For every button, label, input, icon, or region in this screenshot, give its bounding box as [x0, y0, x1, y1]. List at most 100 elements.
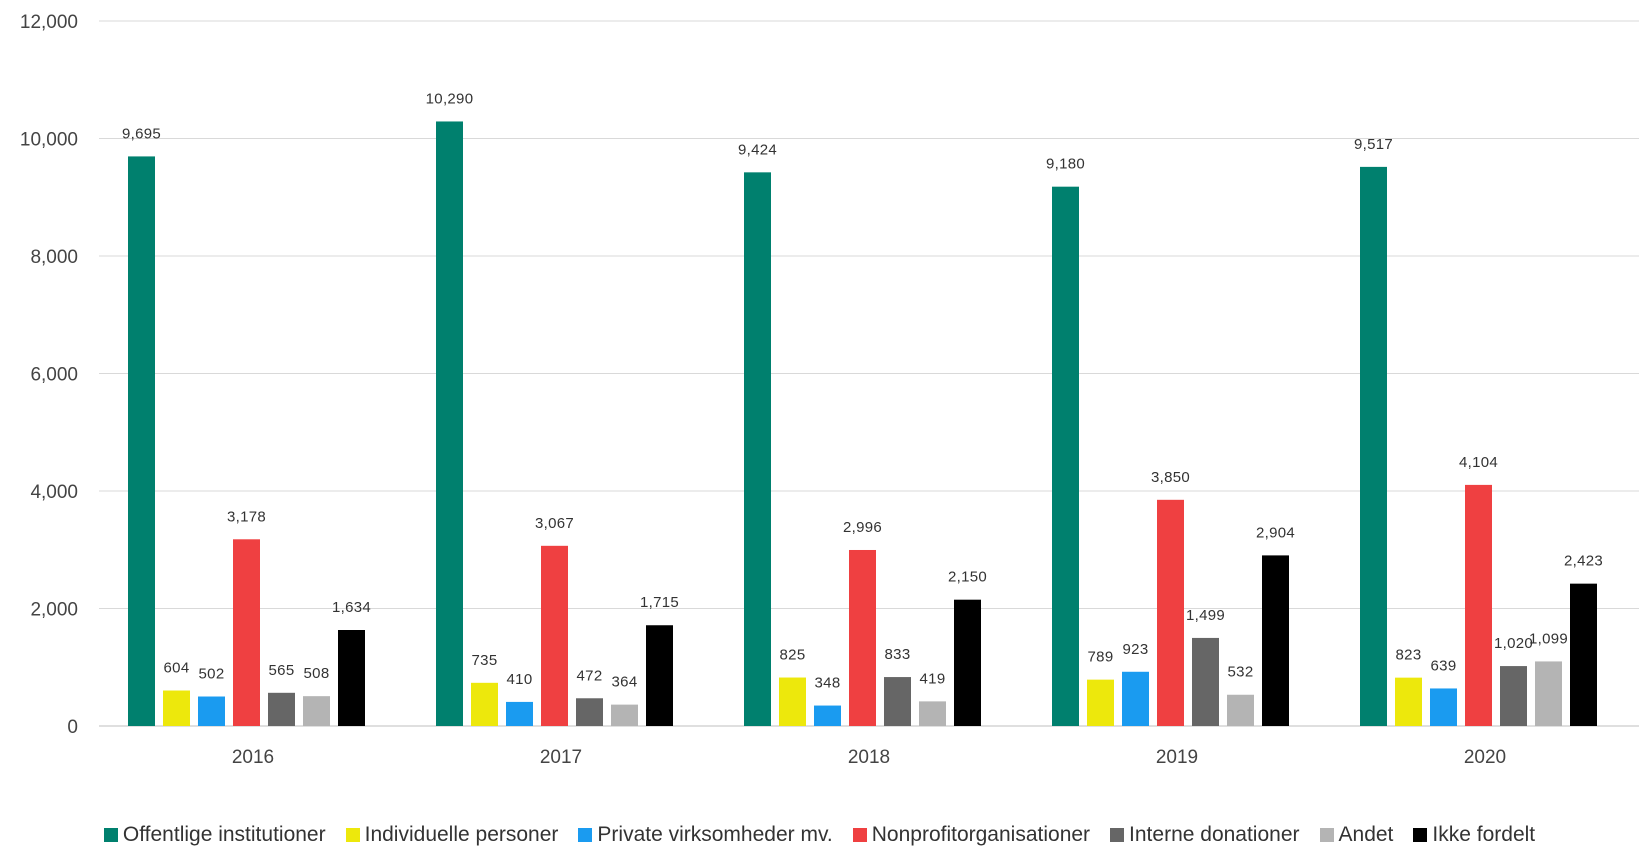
legend-item: Andet [1319, 823, 1394, 847]
data-label: 2,423 [1564, 553, 1603, 570]
legend-item: Interne donationer [1110, 823, 1300, 847]
data-label: 3,850 [1151, 469, 1190, 486]
bar [198, 696, 225, 726]
data-label: 502 [199, 666, 225, 683]
bar [436, 121, 463, 726]
bar [744, 172, 771, 727]
data-label: 9,695 [122, 125, 161, 142]
legend-swatch [1413, 828, 1428, 842]
legend-swatch [103, 828, 118, 842]
bar [646, 625, 673, 726]
bar [163, 690, 190, 726]
y-tick-label: 2,000 [30, 600, 78, 621]
bar-chart: 0 2,000 4,000 6,000 8,000 10,000 12,000 2016 9,6… [20, 12, 1639, 768]
data-label: 9,424 [738, 141, 777, 158]
data-label: 410 [507, 671, 533, 688]
bar [1262, 555, 1289, 726]
legend-label: Private virksomheder mv. [597, 823, 833, 846]
data-label: 9,180 [1046, 156, 1085, 173]
data-label: 639 [1431, 657, 1457, 674]
bar [1192, 637, 1219, 726]
y-tick-label: 12,000 [20, 12, 78, 33]
bar [1360, 166, 1387, 727]
data-label: 1,020 [1494, 635, 1533, 652]
data-label: 1,099 [1529, 630, 1568, 647]
bar [471, 682, 498, 726]
chart-legend: Offentlige institutioner Individuelle per… [0, 818, 1639, 852]
data-label: 419 [920, 670, 946, 687]
data-label: 1,634 [332, 599, 371, 616]
legend-label: Nonprofitorganisationer [871, 823, 1091, 846]
bar [884, 677, 911, 726]
x-tick-label: 2016 [232, 747, 274, 768]
bar [338, 630, 365, 726]
data-label: 348 [815, 675, 841, 692]
data-label: 789 [1088, 649, 1114, 666]
bar [1535, 661, 1562, 726]
bar [919, 701, 946, 726]
y-tick-label: 0 [67, 717, 78, 738]
bar [303, 696, 330, 726]
data-label: 472 [577, 667, 603, 684]
legend-swatch [852, 828, 867, 842]
x-tick-label: 2019 [1156, 747, 1198, 768]
data-label: 2,904 [1256, 524, 1295, 541]
data-label: 823 [1396, 647, 1422, 664]
bar [233, 539, 260, 726]
bar [1570, 583, 1597, 726]
bar [1052, 186, 1079, 727]
legend-label: Ikke fordelt [1432, 823, 1536, 846]
y-tick-label: 10,000 [20, 130, 78, 151]
legend-item: Individuelle personer [345, 823, 559, 847]
bar [128, 156, 155, 726]
x-tick-label: 2018 [848, 747, 890, 768]
data-label: 364 [612, 674, 638, 691]
legend-swatch [1110, 828, 1125, 842]
data-label: 565 [269, 662, 295, 679]
legend-item: Private virksomheder mv. [578, 823, 833, 847]
data-label: 1,715 [640, 594, 679, 611]
legend-swatch [578, 828, 593, 842]
bar [576, 698, 603, 726]
data-label: 833 [885, 646, 911, 663]
legend-label: Individuelle personer [364, 823, 559, 846]
data-label: 825 [780, 647, 806, 664]
bar [814, 705, 841, 726]
bar [1157, 499, 1184, 726]
y-tick-label: 8,000 [30, 247, 78, 268]
bar [779, 677, 806, 726]
legend-item: Ikke fordelt [1413, 823, 1535, 847]
bar [1395, 677, 1422, 726]
bar [1227, 694, 1254, 726]
y-tick-label: 6,000 [30, 365, 78, 386]
data-label: 3,067 [535, 515, 574, 532]
x-tick-label: 2017 [540, 747, 582, 768]
legend-item: Offentlige institutioner [103, 823, 326, 847]
bar [611, 704, 638, 726]
bar [541, 545, 568, 726]
legend-item: Nonprofitorganisationer [852, 823, 1091, 847]
data-label: 1,499 [1186, 607, 1225, 624]
data-label: 604 [164, 660, 190, 677]
data-label: 2,996 [843, 519, 882, 536]
bar [849, 549, 876, 726]
bar [1087, 679, 1114, 726]
legend-label: Interne donationer [1129, 823, 1300, 846]
bar [1122, 671, 1149, 726]
bar [1465, 484, 1492, 726]
data-label: 9,517 [1354, 136, 1393, 153]
x-tick-label: 2020 [1464, 747, 1506, 768]
legend-swatch [1319, 828, 1334, 842]
data-label: 923 [1123, 641, 1149, 658]
data-label: 4,104 [1459, 454, 1498, 471]
bar [1500, 666, 1527, 726]
bar [506, 701, 533, 726]
legend-swatch [345, 828, 360, 842]
data-label: 508 [304, 665, 330, 682]
data-label: 735 [472, 652, 498, 669]
legend-label: Andet [1338, 823, 1394, 846]
data-label: 532 [1228, 664, 1254, 681]
data-label: 3,178 [227, 508, 266, 525]
legend-label: Offentlige institutioner [122, 823, 326, 846]
y-tick-label: 4,000 [30, 482, 78, 503]
